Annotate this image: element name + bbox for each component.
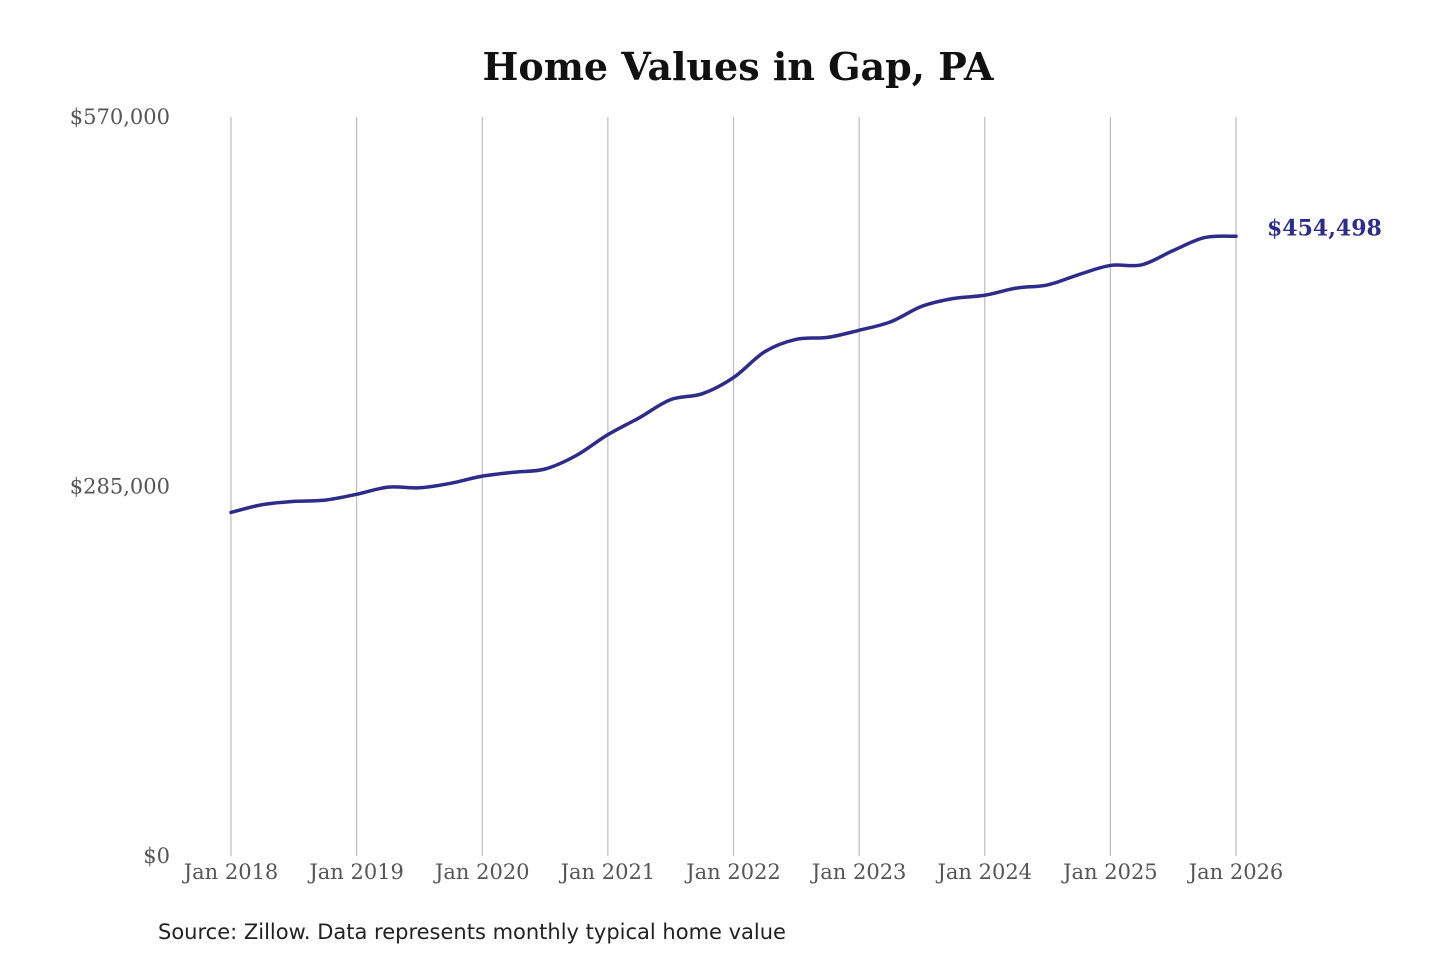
x-tick-label-1: Jan 2019 (307, 860, 404, 884)
y-tick-label-1: $285,000 (70, 475, 170, 499)
y-axis-ticks: $0 $285,000 $570,000 (70, 105, 170, 868)
x-tick-label-5: Jan 2023 (810, 860, 907, 884)
x-tick-label-7: Jan 2025 (1061, 860, 1158, 884)
x-tick-label-8: Jan 2026 (1187, 860, 1284, 884)
chart-title: Home Values in Gap, PA (482, 44, 994, 89)
x-axis-ticks: Jan 2018 Jan 2019 Jan 2020 Jan 2021 Jan 2022… (182, 860, 1284, 884)
series-group: $454,498 (229, 215, 1382, 515)
x-tick-label-4: Jan 2022 (684, 860, 781, 884)
x-tick-label-6: Jan 2024 (935, 860, 1032, 884)
series-line-0 (229, 234, 1238, 515)
x-tick-label-2: Jan 2020 (433, 860, 530, 884)
source-note: Source: Zillow. Data represents monthly … (158, 920, 786, 944)
end-value-label: $454,498 (1267, 215, 1382, 241)
gridlines (230, 117, 1237, 856)
x-tick-label-0: Jan 2018 (182, 860, 279, 884)
y-tick-label-0: $0 (143, 844, 170, 868)
y-tick-label-2: $570,000 (70, 105, 170, 129)
x-tick-label-3: Jan 2021 (559, 860, 656, 884)
